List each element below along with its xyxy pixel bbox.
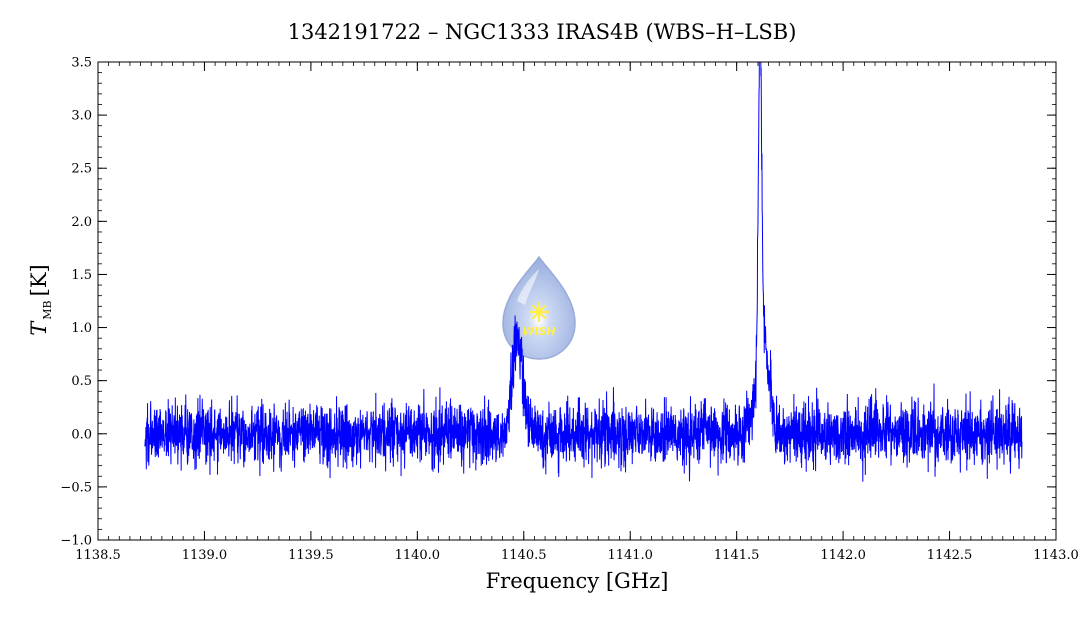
y-axis-label: TMB [K]: [27, 264, 54, 335]
logo-drop-highlight: [517, 269, 539, 305]
y-tick-label: 2.5: [71, 162, 92, 177]
x-tick-label: 1141.5: [714, 548, 760, 563]
y-tick-label: 0.5: [71, 374, 92, 389]
x-axis-label: Frequency [GHz]: [486, 569, 669, 593]
x-tick-label: 1141.0: [607, 548, 653, 563]
x-tick-label: 1142.5: [927, 548, 973, 563]
star-icon: [528, 301, 550, 323]
x-tick-label: 1139.5: [288, 548, 334, 563]
y-tick-label: 1.5: [71, 268, 92, 283]
y-axis-label-unit: [K]: [27, 264, 51, 296]
chart-title: 1342191722 – NGC1333 IRAS4B (WBS–H–LSB): [288, 20, 797, 44]
y-tick-label: 2.0: [71, 215, 92, 230]
y-tick-label: 1.0: [71, 321, 92, 336]
y-tick-label: 3.5: [71, 56, 92, 71]
plot-frame: [97, 61, 1057, 541]
svg-text:TMB[K]: TMB [K]: [27, 264, 54, 335]
y-tick-label: 0.0: [71, 427, 92, 442]
x-tick-label: 1139.0: [182, 548, 228, 563]
x-tick-label: 1140.0: [395, 548, 441, 563]
x-tick-label: 1142.0: [820, 548, 866, 563]
y-axis-label-subscript: MB: [41, 300, 54, 319]
y-tick-label: 3.0: [71, 109, 92, 124]
x-tick-label: 1143.0: [1033, 548, 1079, 563]
wish-logo: WISH: [502, 255, 576, 360]
y-tick-label: −0.5: [60, 480, 92, 495]
y-tick-label: −1.0: [60, 534, 92, 549]
x-tick-label: 1138.5: [75, 548, 121, 563]
logo-text: WISH: [522, 325, 555, 338]
y-axis-label-symbol: T: [27, 320, 51, 336]
spectrum-series-line: [144, 62, 1023, 482]
x-tick-label: 1140.5: [501, 548, 547, 563]
